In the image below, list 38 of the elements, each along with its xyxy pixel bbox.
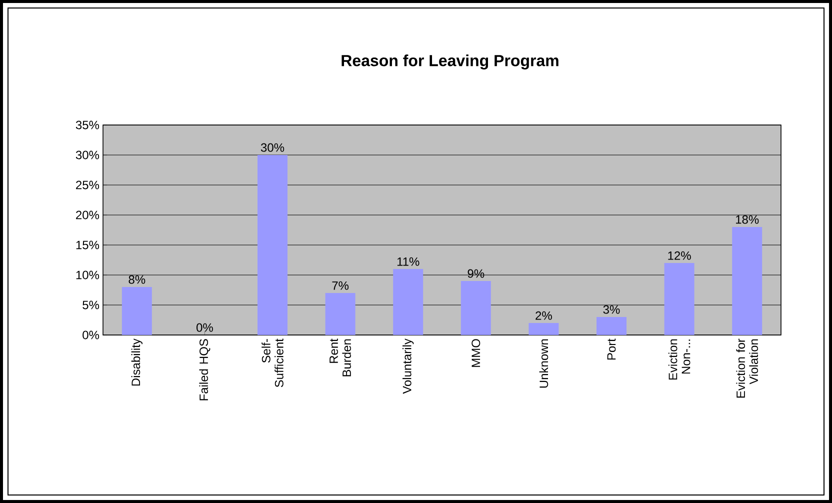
y-tick-label: 0%: [82, 330, 100, 340]
bar: [664, 263, 694, 335]
data-label: 3%: [603, 305, 620, 314]
x-tick-label: Rent Burden: [330, 338, 351, 376]
data-label: 11%: [397, 257, 420, 266]
y-tick-label: 10%: [76, 270, 100, 280]
data-label: 2%: [536, 311, 552, 320]
data-label: 0%: [196, 323, 213, 332]
x-tick-label: Port: [607, 338, 616, 360]
data-label: 9%: [468, 269, 484, 278]
y-tick-label: 35%: [76, 120, 100, 130]
chart-title: Reason for Leaving Program: [342, 54, 558, 70]
bar: [596, 316, 627, 335]
y-tick-label: 30%: [76, 150, 100, 160]
data-label: 7%: [332, 281, 349, 290]
bar: [732, 227, 762, 335]
x-tick-label: Disability: [131, 338, 142, 386]
data-label: 18%: [736, 215, 759, 224]
x-tick-label: Eviction for Violation: [736, 338, 758, 398]
y-tick-label: 5%: [82, 300, 100, 310]
bar: [460, 281, 491, 335]
x-tick-label: Failed HQS: [199, 339, 210, 400]
x-tick-label: Voluntarily: [402, 338, 414, 394]
x-tick-label: Eviction Non-...: [668, 339, 690, 380]
y-tick-label: 15%: [76, 240, 100, 250]
y-tick-label: 20%: [76, 210, 100, 220]
bar: [258, 154, 288, 335]
bar: [393, 269, 424, 335]
data-label: 30%: [260, 143, 284, 152]
bar: [122, 287, 152, 335]
bar: [325, 292, 356, 335]
y-tick-label: 25%: [76, 180, 100, 190]
data-label: 12%: [668, 251, 691, 260]
data-label: 8%: [128, 275, 146, 284]
x-tick-label: MMO: [472, 339, 480, 367]
x-tick-label: Self-Sufficient: [262, 338, 284, 388]
bar: [528, 323, 559, 335]
x-tick-label: Unknown: [539, 339, 548, 388]
